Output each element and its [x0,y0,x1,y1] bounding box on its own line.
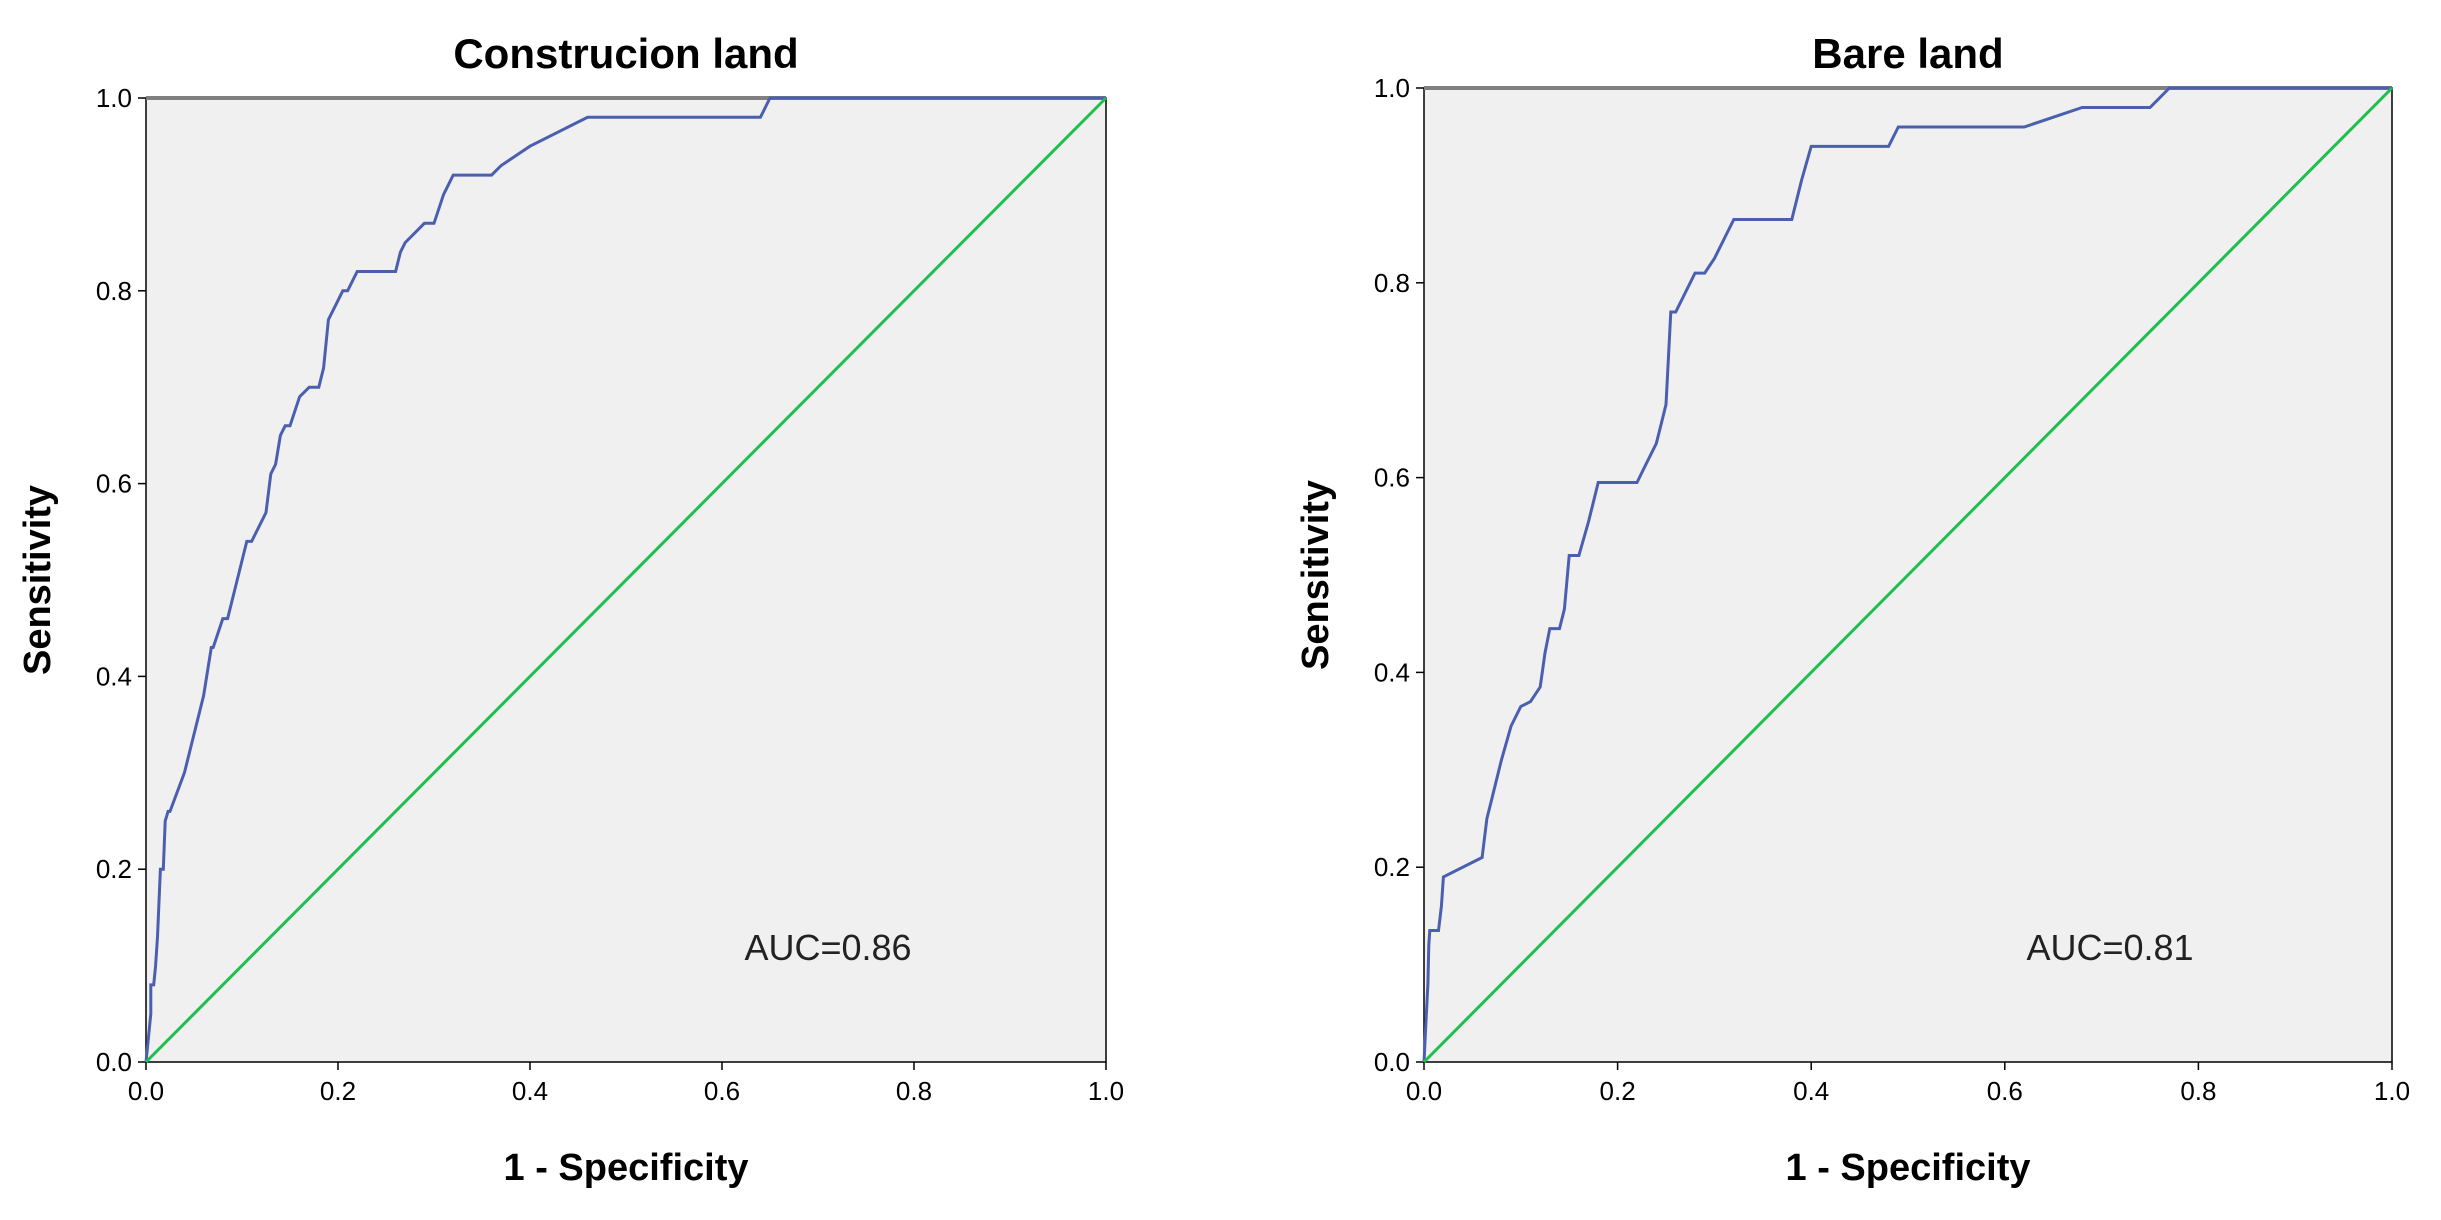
y-tick-label: 0.8 [96,276,132,306]
y-tick-label: 0.4 [1374,657,1410,687]
x-tick-label: 0.2 [1600,1076,1636,1106]
y-tick-label: 0.2 [1374,852,1410,882]
y-tick-label: 0.6 [96,469,132,499]
roc-curve [1422,86,2392,1063]
x-tick-label: 0.4 [1793,1076,1829,1106]
chart-marks: 0.0 0.2 0.4 0.6 0.8 1.0 0.0 0.2 0.4 0.6 0.8 1.0 [96,83,1124,1106]
chart-title: Bare land [1812,30,2003,77]
x-tick-label: 0.0 [1406,1076,1442,1106]
x-axis-label: 1 - Specificity [1786,1147,2031,1189]
x-tick-label: 0.2 [320,1076,356,1106]
roc-panel-bare-land: Bare land 1 - Specificity Sensitivity AU… [1295,30,2410,1189]
x-tick-label: 0.0 [128,1076,164,1106]
chart-title: Construcion land [453,30,798,77]
y-tick-label: 1.0 [96,83,132,113]
x-tick-label: 1.0 [2374,1076,2410,1106]
x-tick-label: 0.8 [896,1076,932,1106]
y-tick-label: 0.0 [1374,1047,1410,1077]
roc-curve [144,96,1106,1063]
y-axis-label: Sensitivity [1295,480,1337,670]
reference-line [144,96,1108,1064]
y-tick-label: 0.4 [96,661,132,691]
x-tick-label: 0.4 [512,1076,548,1106]
x-axis-label: 1 - Specificity [504,1147,749,1189]
chart-marks: 0.0 0.2 0.4 0.6 0.8 1.0 0.0 0.2 0.4 0.6 0.8 1.0 [1374,73,2410,1106]
y-tick-label: 0.2 [96,854,132,884]
y-tick-label: 1.0 [1374,73,1410,103]
auc-annotation: AUC=0.86 [744,927,911,968]
x-tick-label: 1.0 [1088,1076,1124,1106]
x-tick-label: 0.6 [704,1076,740,1106]
roc-panel-construction: Construcion land 1 - Specificity Sensiti… [17,30,1124,1189]
auc-annotation: AUC=0.81 [2026,927,2193,968]
y-tick-label: 0.8 [1374,268,1410,298]
y-tick-label: 0.6 [1374,463,1410,493]
y-axis-label: Sensitivity [17,485,59,675]
x-tick-label: 0.8 [2180,1076,2216,1106]
x-tick-label: 0.6 [1987,1076,2023,1106]
reference-line [1422,86,2394,1064]
y-tick-label: 0.0 [96,1047,132,1077]
